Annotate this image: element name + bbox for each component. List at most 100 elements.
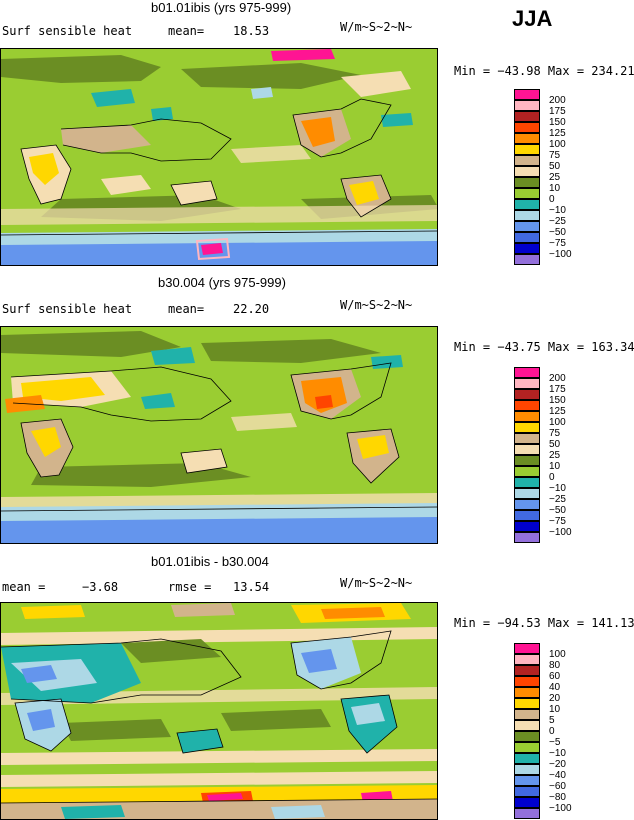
panel-3-map bbox=[0, 602, 438, 820]
panel-2-legend-label: 75 bbox=[549, 428, 561, 439]
panel-1-legend-swatch bbox=[514, 199, 540, 210]
panel-3-legend-label: −100 bbox=[549, 803, 572, 814]
panel-1-units: W/m~S~2~N~ bbox=[340, 20, 413, 34]
panel-2-legend-label: −10 bbox=[549, 483, 566, 494]
panel-3-units: W/m~S~2~N~ bbox=[340, 576, 413, 590]
panel-3-mean-value: −3.68 bbox=[82, 580, 119, 594]
panel-2-legend-label: 150 bbox=[549, 395, 566, 406]
panel-2-mean-label: mean= bbox=[168, 302, 205, 316]
panel-3-legend-swatch bbox=[514, 797, 540, 808]
panel-3-legend-swatch bbox=[514, 654, 540, 665]
panel-3-rmse-value: 13.54 bbox=[233, 580, 270, 594]
panel-1-legend-label: −50 bbox=[549, 227, 566, 238]
panel-2-legend-label: 125 bbox=[549, 406, 566, 417]
panel-3-legend-label: −80 bbox=[549, 792, 566, 803]
panel-1-legend-label: 175 bbox=[549, 106, 566, 117]
panel-1-legend-label: 10 bbox=[549, 183, 561, 194]
panel-1-legend-swatch bbox=[514, 232, 540, 243]
panel-1-min-max: Min = −43.98 Max = 234.21 bbox=[454, 64, 634, 78]
panel-3-rmse-label: rmse = bbox=[168, 580, 212, 594]
panel-2-map bbox=[0, 326, 438, 544]
panel-3-legend-label: 60 bbox=[549, 671, 561, 682]
panel-3-legend-swatch bbox=[514, 753, 540, 764]
panel-1-legend-label: 125 bbox=[549, 128, 566, 139]
panel-1-map bbox=[0, 48, 438, 266]
panel-1-legend-label: 0 bbox=[549, 194, 555, 205]
panel-1-legend-swatch bbox=[514, 166, 540, 177]
panel-1-legend-label: −10 bbox=[549, 205, 566, 216]
season-label: JJA bbox=[512, 6, 553, 31]
panel-1-legend-label: −100 bbox=[549, 249, 572, 260]
panel-3-legend-label: −10 bbox=[549, 748, 566, 759]
panel-1-variable-label: Surf sensible heat bbox=[2, 24, 133, 38]
panel-1-legend-swatch bbox=[514, 144, 540, 155]
panel-1-mean-label: mean= bbox=[168, 24, 205, 38]
panel-1-legend-label: 100 bbox=[549, 139, 566, 150]
panel-3-legend-swatch bbox=[514, 742, 540, 753]
panel-1-legend-swatch bbox=[514, 133, 540, 144]
panel-1-legend-swatch bbox=[514, 188, 540, 199]
panel-1-legend-swatch bbox=[514, 155, 540, 166]
panel-2-legend-swatch bbox=[514, 400, 540, 411]
panel-2-legend-label: −100 bbox=[549, 527, 572, 538]
panel-1-legend-label: 25 bbox=[549, 172, 561, 183]
panel-1-legend-swatch bbox=[514, 177, 540, 188]
panel-1-legend-label: 150 bbox=[549, 117, 566, 128]
panel-1-legend-swatch bbox=[514, 122, 540, 133]
panel-3-mean-label: mean = bbox=[2, 580, 46, 594]
panel-3-legend-label: 0 bbox=[549, 726, 555, 737]
panel-1-title: b01.01ibis (yrs 975-999) bbox=[151, 0, 292, 15]
panel-1-legend-swatch bbox=[514, 111, 540, 122]
panel-2-legend-label: −50 bbox=[549, 505, 566, 516]
panel-3-legend-swatch bbox=[514, 709, 540, 720]
panel-3-legend-swatch bbox=[514, 698, 540, 709]
panel-3-legend-swatch bbox=[514, 775, 540, 786]
panel-3-title: b01.01ibis - b30.004 bbox=[151, 554, 269, 569]
panel-2-legend-swatch bbox=[514, 444, 540, 455]
panel-1-legend-label: −25 bbox=[549, 216, 566, 227]
panel-3-legend-label: 80 bbox=[549, 660, 561, 671]
panel-1-mean-value: 18.53 bbox=[233, 24, 270, 38]
panel-2-legend-label: 175 bbox=[549, 384, 566, 395]
panel-2-legend-label: 50 bbox=[549, 439, 561, 450]
panel-3-legend-swatch bbox=[514, 764, 540, 775]
panel-3-legend-swatch bbox=[514, 731, 540, 742]
panel-3-legend-swatch bbox=[514, 720, 540, 731]
panel-3-legend-label: −5 bbox=[549, 737, 561, 748]
panel-3-legend-label: 40 bbox=[549, 682, 561, 693]
panel-2-title: b30.004 (yrs 975-999) bbox=[158, 275, 286, 290]
panel-2-legend-label: −25 bbox=[549, 494, 566, 505]
panel-1-legend-swatch bbox=[514, 89, 540, 100]
panel-1-legend-swatch bbox=[514, 100, 540, 111]
panel-2-units: W/m~S~2~N~ bbox=[340, 298, 413, 312]
panel-3-legend-label: −40 bbox=[549, 770, 566, 781]
panel-3-legend-label: 100 bbox=[549, 649, 566, 660]
panel-3-legend-label: 20 bbox=[549, 693, 561, 704]
panel-1-legend-label: 50 bbox=[549, 161, 561, 172]
panel-3-legend-swatch bbox=[514, 808, 540, 819]
panel-2-legend-swatch bbox=[514, 532, 540, 543]
panel-2-legend-label: 25 bbox=[549, 450, 561, 461]
panel-2-legend-label: −75 bbox=[549, 516, 566, 527]
panel-1-legend-swatch bbox=[514, 210, 540, 221]
panel-2-legend-swatch bbox=[514, 477, 540, 488]
panel-3-legend-label: 10 bbox=[549, 704, 561, 715]
panel-2-legend-swatch bbox=[514, 455, 540, 466]
panel-1-legend-label: −75 bbox=[549, 238, 566, 249]
panel-3-legend-swatch bbox=[514, 676, 540, 687]
panel-2-variable-label: Surf sensible heat bbox=[2, 302, 133, 316]
panel-2-legend-swatch bbox=[514, 499, 540, 510]
panel-2-legend-swatch bbox=[514, 367, 540, 378]
panel-3-legend-label: −20 bbox=[549, 759, 566, 770]
panel-1-legend-swatch bbox=[514, 254, 540, 265]
panel-1-legend-label: 75 bbox=[549, 150, 561, 161]
panel-2-legend-label: 0 bbox=[549, 472, 555, 483]
panel-2-legend-label: 10 bbox=[549, 461, 561, 472]
panel-2-legend-swatch bbox=[514, 378, 540, 389]
panel-2-legend-swatch bbox=[514, 488, 540, 499]
panel-1-legend-label: 200 bbox=[549, 95, 566, 106]
panel-3-legend-label: −60 bbox=[549, 781, 566, 792]
panel-2-mean-value: 22.20 bbox=[233, 302, 270, 316]
panel-2-legend-label: 200 bbox=[549, 373, 566, 384]
panel-2-legend-swatch bbox=[514, 510, 540, 521]
